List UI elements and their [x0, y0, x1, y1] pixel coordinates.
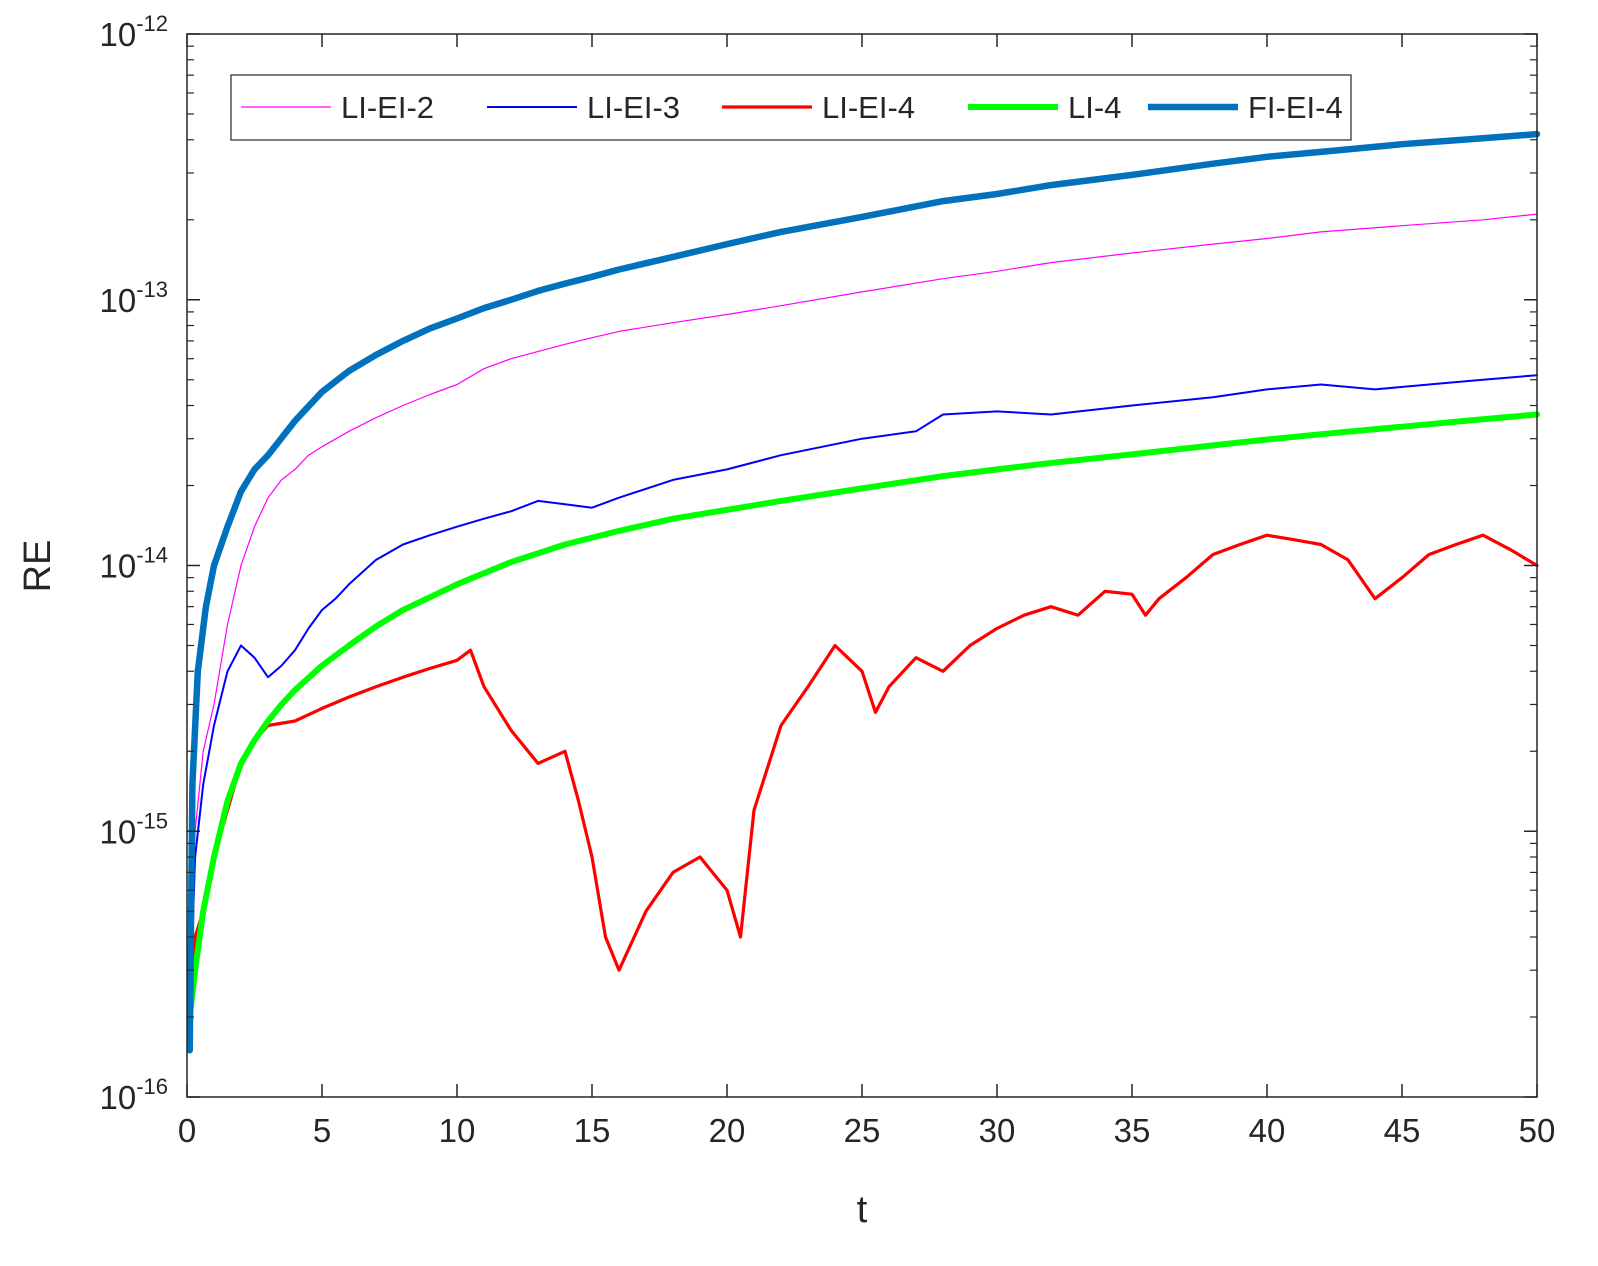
series-line-li-ei-2	[189, 213, 1538, 971]
x-tick-label: 30	[979, 1112, 1016, 1149]
x-tick-label: 15	[574, 1112, 611, 1149]
y-tick-label: 10-16	[99, 1074, 168, 1116]
x-axis-label: t	[857, 1189, 868, 1231]
series-line-li-ei-4	[188, 533, 1539, 1019]
x-tick-label: 0	[178, 1112, 196, 1149]
series-line-li-ei-3	[188, 374, 1538, 1018]
x-tick-label: 20	[709, 1112, 746, 1149]
x-tick-label: 35	[1114, 1112, 1151, 1149]
tick-layer	[186, 33, 1538, 1098]
legend-label-li-4: LI-4	[1068, 90, 1121, 125]
y-tick-labels: 10-16 10-15 10-14 10-13 10-12	[99, 11, 168, 1116]
legend-label-li-ei-4: LI-EI-4	[822, 90, 915, 125]
y-axis-label: RE	[17, 540, 59, 593]
x-tick-label: 45	[1384, 1112, 1421, 1149]
legend-label-fi-ei-4: FI-EI-4	[1248, 90, 1343, 125]
legend-items: LI-EI-2 LI-EI-3 LI-EI-4 LI-4 FI-EI-4	[241, 90, 1343, 125]
x-tick-label: 50	[1519, 1112, 1556, 1149]
x-tick-label: 10	[439, 1112, 476, 1149]
legend: LI-EI-2 LI-EI-3 LI-EI-4 LI-4 FI-EI-4	[230, 74, 1352, 141]
y-tick-label: 10-13	[99, 277, 168, 319]
y-tick-label: 10-15	[99, 808, 168, 850]
series-layer	[186, 130, 1541, 1054]
legend-label-li-ei-2: LI-EI-2	[341, 90, 434, 125]
x-tick-label: 25	[844, 1112, 881, 1149]
series-line-li-4	[186, 411, 1540, 1020]
legend-label-li-ei-3: LI-EI-3	[587, 90, 680, 125]
series-line-fi-ei-4	[186, 130, 1541, 1054]
y-tick-label: 10-12	[99, 11, 168, 53]
x-tick-label: 40	[1249, 1112, 1286, 1149]
y-tick-label: 10-14	[99, 543, 168, 585]
x-tick-labels: 0 5 10 15 20 25 30 35 40 45 50	[178, 1112, 1556, 1149]
x-tick-label: 5	[313, 1112, 331, 1149]
